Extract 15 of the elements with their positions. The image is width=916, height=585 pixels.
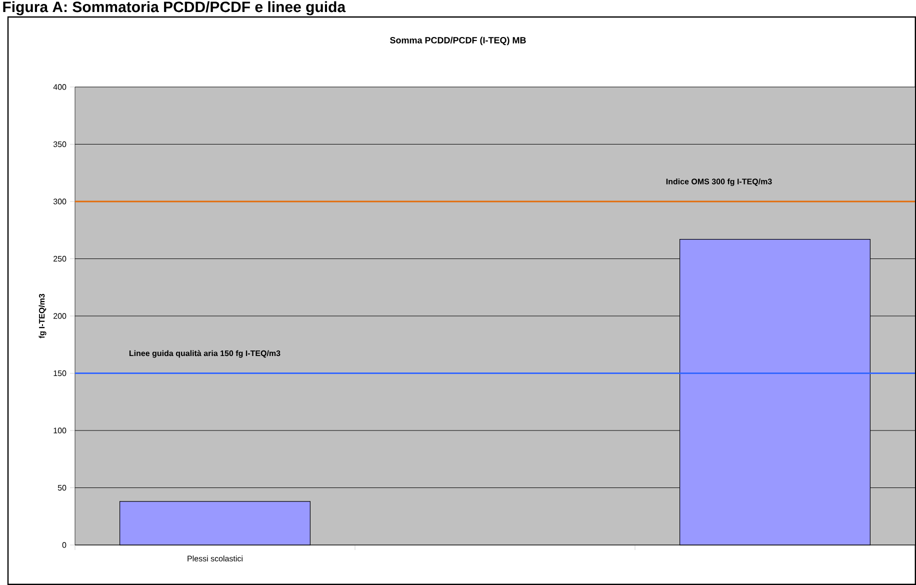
y-tick-label: 250: [54, 256, 66, 262]
y-tick-label: 300: [53, 198, 66, 204]
y-tick-label: 0: [62, 542, 66, 548]
y-tick-label: 350: [53, 141, 66, 148]
y-tick-label: 200: [54, 313, 66, 319]
ref-line-label: Indice OMS 300 fg I-TEQ/m3: [666, 178, 772, 186]
y-tick-label: 400: [53, 84, 66, 90]
chart-title: Somma PCDD/PCDF (I-TEQ) MB: [390, 36, 526, 46]
y-axis-title: fg I-TEQ/m3: [38, 294, 46, 338]
y-tick-label: 50: [58, 484, 66, 491]
y-tick-label: 150: [54, 370, 66, 376]
x-tick-label: Plessi scolastici: [188, 556, 242, 562]
ref-line-label: Linee guida qualità aria 150 fg I-TEQ/m3: [129, 350, 280, 358]
y-tick-label: 100: [54, 428, 66, 434]
text: Figura A: Sommatoria PCDD/PCDF e linee guida: [3, 1, 346, 16]
